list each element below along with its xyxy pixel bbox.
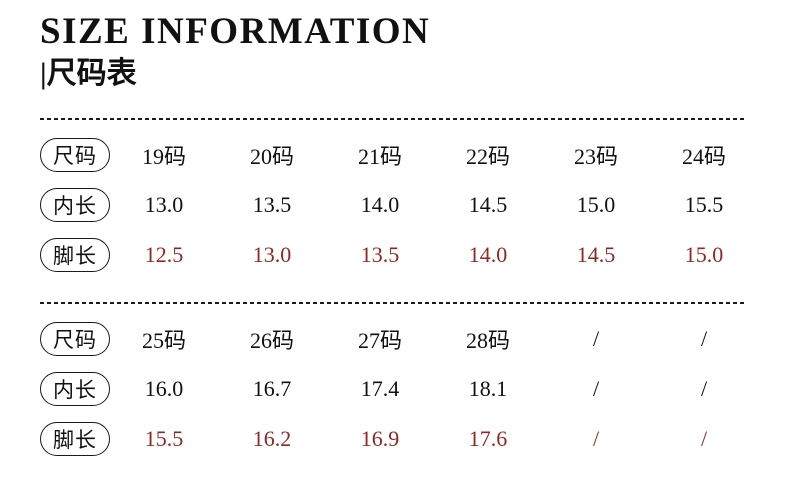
size-cell: 19码 [141, 144, 186, 169]
table-row-foot-length: 脚长 15.5 16.2 16.9 17.6 / / [40, 414, 790, 464]
inner-length-cell: 15.5 [684, 192, 724, 217]
table-row-size: 尺码 25码 26码 27码 28码 / / [40, 314, 790, 364]
inner-length-cell: 15.0 [576, 192, 616, 217]
inner-length-cell: 13.0 [144, 192, 184, 217]
dashed-divider [40, 118, 745, 120]
inner-length-cell: 16.0 [144, 376, 184, 401]
row-label-pill: 脚长 [40, 422, 110, 456]
page-title: SIZE INFORMATION [40, 11, 431, 52]
size-cell: 25码 [141, 328, 186, 353]
foot-length-cell: 13.0 [252, 242, 292, 267]
size-cell: 27码 [357, 328, 402, 353]
foot-length-cell: 14.0 [468, 242, 508, 267]
size-cell: 26码 [249, 328, 294, 353]
size-cell: / [700, 326, 708, 351]
inner-length-cell: 14.5 [468, 192, 508, 217]
foot-length-cell: 15.5 [144, 426, 184, 451]
size-cell: 20码 [249, 144, 294, 169]
size-cell: 28码 [465, 328, 510, 353]
row-label: 内长 [53, 194, 97, 218]
row-label-pill: 尺码 [40, 138, 110, 172]
size-cell: 21码 [357, 144, 402, 169]
foot-length-cell: 16.9 [360, 426, 400, 451]
row-label-pill: 内长 [40, 372, 110, 406]
size-cell: / [592, 326, 600, 351]
table-row-inner-length: 内长 13.0 13.5 14.0 14.5 15.0 15.5 [40, 180, 790, 230]
foot-length-cell: 17.6 [468, 426, 508, 451]
inner-length-cell: 16.7 [252, 376, 292, 401]
foot-length-cell: / [700, 426, 708, 451]
table-row-size: 尺码 19码 20码 21码 22码 23码 24码 [40, 130, 790, 180]
row-label: 脚长 [53, 244, 97, 268]
row-label: 脚长 [53, 428, 97, 452]
foot-length-cell: 14.5 [576, 242, 616, 267]
page-subtitle: |尺码表 [40, 57, 137, 90]
inner-length-cell: 14.0 [360, 192, 400, 217]
table-row-foot-length: 脚长 12.5 13.0 13.5 14.0 14.5 15.0 [40, 230, 790, 280]
size-table-1: 尺码 19码 20码 21码 22码 23码 24码 内长 13.0 13.5 … [40, 130, 790, 280]
inner-length-cell: / [700, 376, 708, 401]
foot-length-cell: 13.5 [360, 242, 400, 267]
size-cell: 23码 [573, 144, 618, 169]
inner-length-cell: 13.5 [252, 192, 292, 217]
inner-length-cell: 18.1 [468, 376, 508, 401]
foot-length-cell: 12.5 [144, 242, 184, 267]
row-label: 内长 [53, 378, 97, 402]
row-label-pill: 内长 [40, 188, 110, 222]
foot-length-cell: / [592, 426, 600, 451]
foot-length-cell: 16.2 [252, 426, 292, 451]
inner-length-cell: / [592, 376, 600, 401]
row-label-pill: 脚长 [40, 238, 110, 272]
row-label: 尺码 [53, 144, 97, 168]
size-table-2: 尺码 25码 26码 27码 28码 / / 内长 16.0 16.7 17.4… [40, 314, 790, 464]
row-label-pill: 尺码 [40, 322, 110, 356]
foot-length-cell: 15.0 [684, 242, 724, 267]
dashed-divider [40, 302, 745, 304]
size-cell: 22码 [465, 144, 510, 169]
inner-length-cell: 17.4 [360, 376, 400, 401]
row-label: 尺码 [53, 328, 97, 352]
size-cell: 24码 [681, 144, 726, 169]
table-row-inner-length: 内长 16.0 16.7 17.4 18.1 / / [40, 364, 790, 414]
